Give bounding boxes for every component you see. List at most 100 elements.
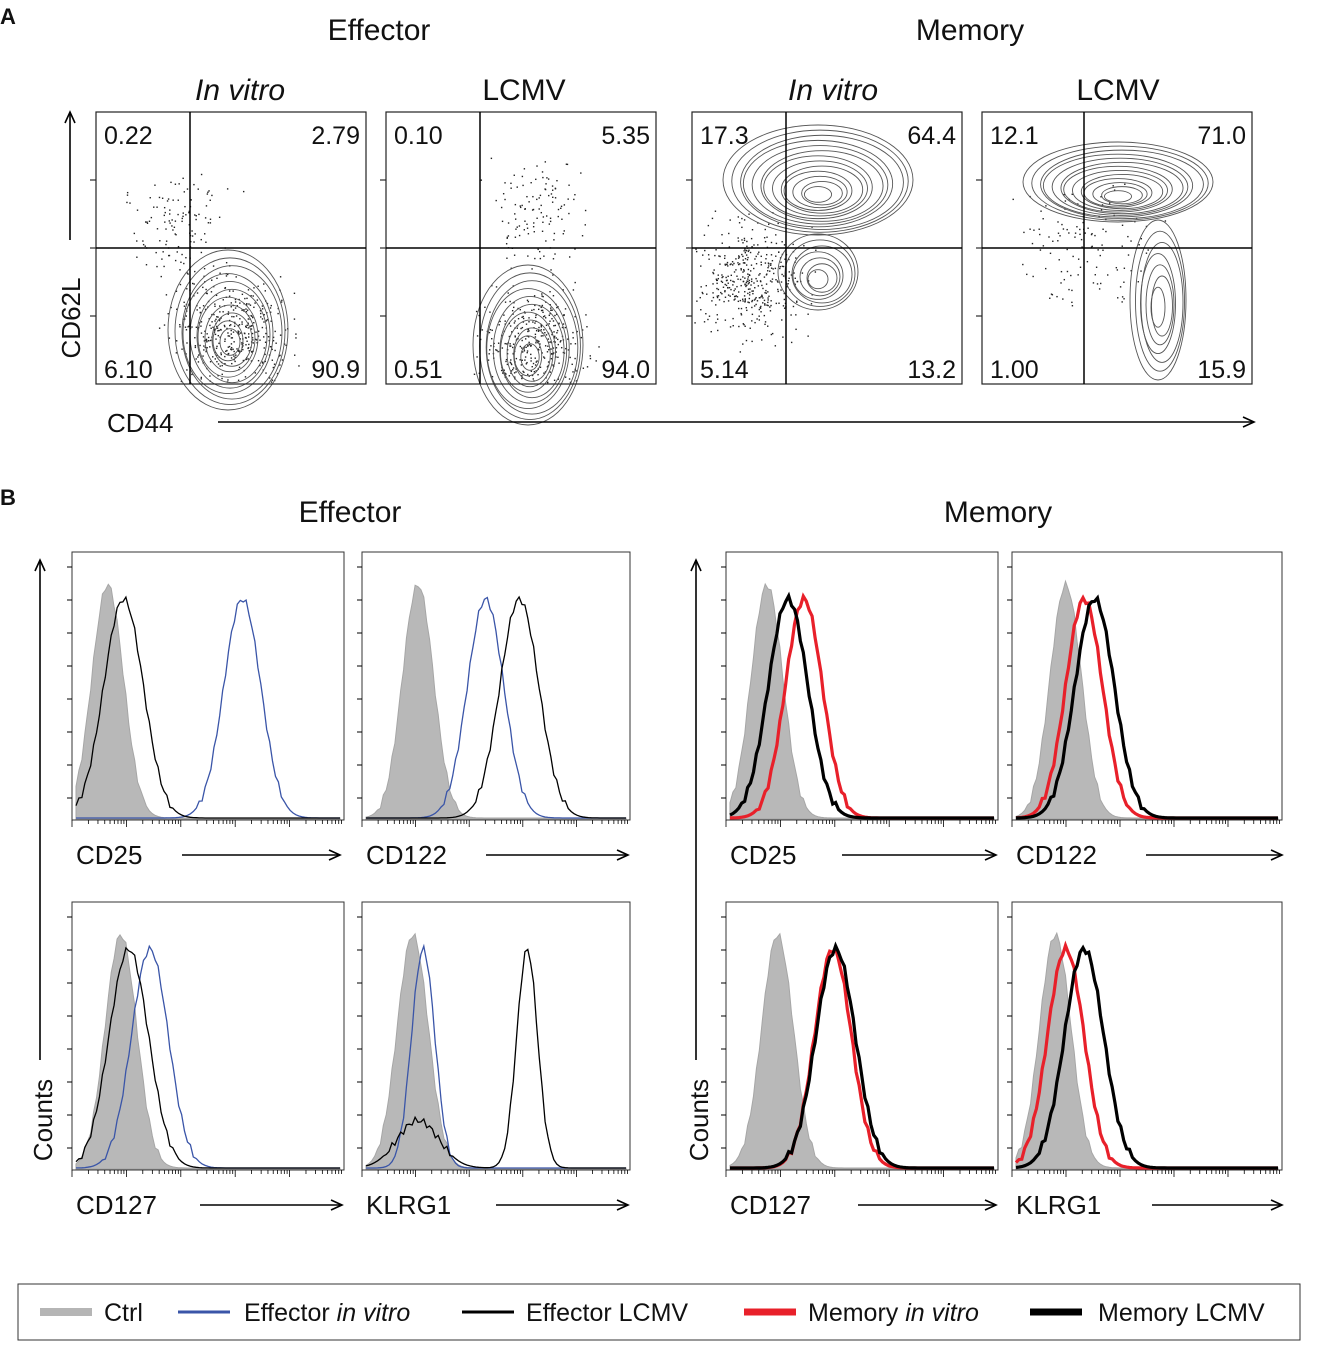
event-dot [225, 350, 227, 353]
quadrant-percentage-q-lr: 94.0 [601, 356, 650, 384]
contour-line [513, 335, 543, 377]
event-dot [717, 295, 720, 297]
event-dot [170, 181, 172, 184]
contour-line [212, 320, 244, 362]
event-dot [744, 301, 746, 303]
event-dot [206, 292, 208, 295]
event-dot [185, 315, 188, 317]
plot-frame [361, 551, 631, 821]
effector-in-vitro-histogram [76, 599, 340, 819]
event-dot [551, 309, 553, 311]
event-dot [265, 372, 267, 374]
event-dot [770, 254, 773, 256]
event-dot [729, 295, 731, 297]
event-dot [504, 342, 506, 345]
event-dot [518, 225, 521, 227]
event-dot [551, 189, 554, 191]
event-dot [760, 296, 762, 298]
event-dot [551, 352, 553, 355]
event-dot [295, 337, 297, 339]
event-dot [762, 297, 764, 299]
event-dot [1057, 221, 1059, 223]
event-dot [1121, 245, 1123, 247]
event-dot [227, 311, 230, 313]
event-dot [755, 255, 757, 258]
event-dot [557, 208, 560, 211]
event-dot [180, 380, 183, 383]
event-dot [572, 331, 574, 334]
event-dot [186, 288, 188, 290]
event-dot [533, 231, 535, 233]
event-dot [750, 280, 753, 283]
event-dot [186, 188, 189, 190]
legend-item: Ctrl [40, 1299, 143, 1327]
panel-a-label: A [0, 4, 16, 29]
event-dot [263, 321, 265, 323]
event-dot [696, 300, 698, 302]
event-dot [742, 242, 744, 244]
event-dot [574, 343, 577, 345]
event-dot [738, 325, 740, 328]
event-dot [1077, 258, 1080, 260]
panel-a-x-label: CD44 [107, 408, 173, 438]
event-dot [165, 228, 167, 230]
event-dot [748, 294, 751, 296]
event-dot [722, 286, 725, 288]
event-dot [219, 365, 221, 367]
effector-lcmv-histogram [75, 946, 340, 1169]
event-dot [810, 303, 813, 305]
panel-b-y-label-effector: Counts [28, 1079, 58, 1161]
event-dot [1094, 274, 1096, 276]
event-dot [553, 340, 555, 343]
event-dot [534, 336, 537, 338]
event-dot [500, 206, 503, 209]
event-dot [1097, 249, 1099, 251]
event-dot [551, 333, 553, 336]
event-dot [266, 319, 269, 321]
event-dot [534, 316, 537, 319]
event-dot [1029, 195, 1031, 198]
event-dot [521, 377, 523, 380]
contour-line [807, 269, 829, 290]
event-dot [550, 307, 552, 309]
event-dot [169, 222, 171, 224]
event-dot [543, 372, 545, 374]
event-dot [514, 218, 517, 220]
event-dot [749, 288, 751, 290]
event-dot [1033, 229, 1035, 231]
event-dot [502, 193, 505, 195]
event-dot [724, 290, 726, 292]
event-dot [747, 256, 749, 259]
event-dot [234, 301, 237, 303]
event-dot [241, 323, 243, 325]
event-dot [168, 220, 170, 222]
panel-a-dots [473, 157, 600, 384]
event-dot [205, 292, 208, 294]
event-dot [245, 304, 248, 306]
event-dot [224, 286, 227, 289]
event-dot [209, 375, 211, 377]
event-dot [209, 324, 211, 327]
event-dot [217, 330, 219, 332]
event-dot [530, 360, 532, 362]
event-dot [530, 353, 532, 356]
event-dot [1102, 228, 1104, 230]
event-dot [782, 305, 785, 307]
event-dot [712, 271, 714, 274]
event-dot [694, 322, 696, 324]
event-dot [219, 305, 221, 307]
event-dot [247, 336, 250, 338]
event-dot [186, 342, 188, 344]
event-dot [259, 310, 262, 312]
event-dot [787, 282, 789, 285]
plot-frame [361, 901, 631, 1171]
event-dot [526, 361, 528, 364]
event-dot [491, 284, 493, 287]
event-dot [500, 369, 503, 372]
event-dot [1105, 230, 1107, 233]
event-dot [721, 276, 723, 279]
contour-line [513, 327, 551, 382]
event-dot [159, 240, 161, 242]
event-dot [179, 324, 181, 326]
event-dot [519, 359, 521, 361]
